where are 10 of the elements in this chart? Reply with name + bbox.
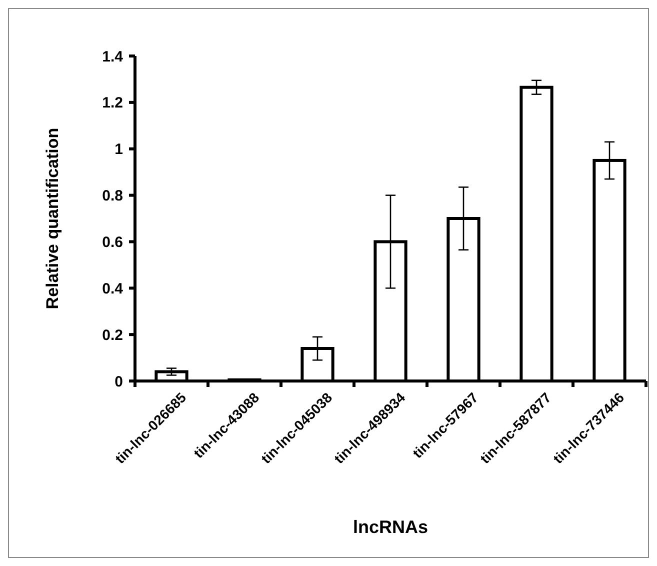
x-axis-title: lncRNAs	[352, 517, 428, 537]
y-tick-label: 0.6	[102, 234, 123, 251]
y-tick-label: 1.2	[102, 94, 123, 112]
y-tick-label: 0.2	[102, 326, 123, 344]
y-tick-label: 0	[114, 373, 123, 390]
y-axis-title: Relative quantification	[43, 128, 62, 310]
y-tick-label: 1	[114, 141, 123, 158]
y-tick-label: 1.4	[102, 48, 124, 66]
y-tick-label: 0.4	[102, 280, 124, 298]
y-tick-label: 0.8	[102, 188, 123, 205]
